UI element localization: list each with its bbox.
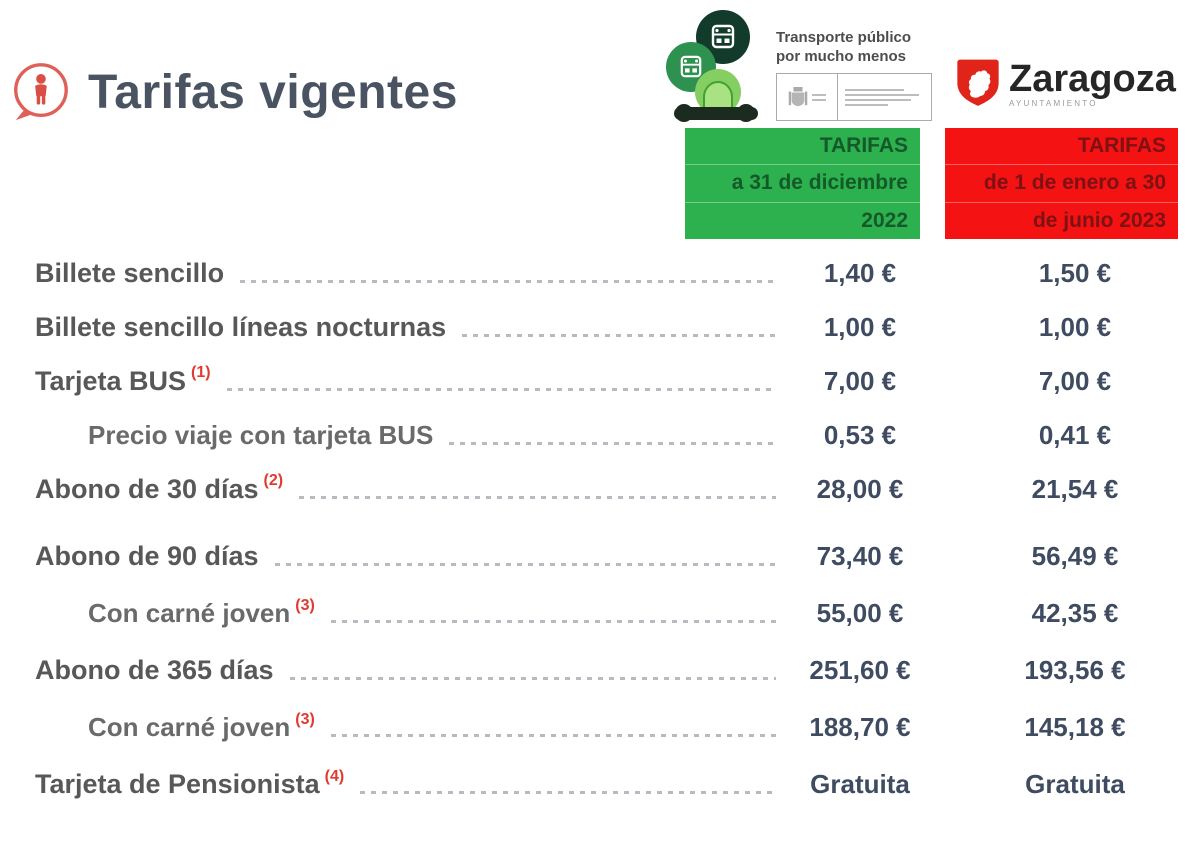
dotted-leader bbox=[449, 441, 776, 445]
campaign-slogan: Transporte público por mucho menos bbox=[776, 28, 932, 66]
price-2023: 7,00 € bbox=[1038, 365, 1112, 396]
dotted-leader bbox=[299, 495, 776, 499]
price-2022: 7,00 € bbox=[823, 365, 897, 396]
dotted-leader bbox=[330, 734, 776, 737]
price-2023: 42,35 € bbox=[1031, 598, 1119, 628]
dotted-leader bbox=[289, 677, 776, 680]
row-label: Abono de 90 días bbox=[35, 541, 259, 571]
table-row: Con carné joven (3) 55,00 € 42,35 € bbox=[35, 585, 1190, 642]
dotted-leader bbox=[360, 791, 776, 794]
price-2022: 1,40 € bbox=[823, 257, 897, 288]
row-label-cell: Billete sencillo líneas nocturnas bbox=[35, 312, 790, 343]
table-row: Abono de 90 días 73,40 € 56,49 € bbox=[35, 528, 1190, 585]
green-buses-icon bbox=[666, 10, 758, 122]
row-label-cell: Tarjeta BUS (1) bbox=[35, 364, 790, 397]
column-header-line: de 1 de enero a 30 bbox=[945, 164, 1178, 201]
footnote-marker: (2) bbox=[263, 472, 284, 489]
price-2022: 55,00 € bbox=[816, 598, 904, 628]
price-2023: 1,50 € bbox=[1038, 257, 1112, 288]
dotted-leader bbox=[226, 387, 776, 391]
city-name: Zaragoza bbox=[1009, 58, 1176, 100]
zaragoza-logo: Zaragoza AYUNTAMIENTO bbox=[956, 58, 1176, 108]
row-label-cell: Abono de 90 días bbox=[35, 541, 790, 572]
table-row: Tarjeta de Pensionista (4) Gratuita Grat… bbox=[35, 756, 1190, 813]
speech-bubble-person-icon bbox=[14, 63, 68, 121]
row-label-cell: Abono de 30 días (2) bbox=[35, 472, 790, 505]
price-2023: 145,18 € bbox=[1024, 712, 1126, 742]
fares-table: Billete sencillo 1,40 € 1,50 € Billete s… bbox=[35, 246, 1190, 813]
dotted-leader bbox=[240, 279, 776, 283]
government-logo-box bbox=[776, 73, 932, 121]
row-label: Tarjeta BUS bbox=[35, 365, 187, 396]
row-label: Billete sencillo bbox=[35, 257, 225, 288]
price-2023: 193,56 € bbox=[1024, 655, 1126, 685]
footnote-marker: (3) bbox=[295, 596, 315, 614]
dotted-leader bbox=[274, 563, 776, 566]
zaragoza-text-block: Zaragoza AYUNTAMIENTO bbox=[1009, 58, 1176, 108]
spain-coat-of-arms-icon bbox=[788, 87, 808, 107]
price-2022: Gratuita bbox=[810, 769, 910, 799]
price-2023: 0,41 € bbox=[1038, 419, 1112, 450]
dotted-leader bbox=[462, 333, 776, 337]
row-label-cell: Precio viaje con tarjeta BUS bbox=[35, 420, 790, 451]
page-title-block: Tarifas vigentes bbox=[8, 60, 458, 124]
row-label-cell: Con carné joven (3) bbox=[35, 710, 790, 743]
government-text-placeholder bbox=[812, 93, 826, 101]
price-2023: Gratuita bbox=[1025, 769, 1125, 799]
row-label-cell: Billete sencillo bbox=[35, 258, 790, 289]
page-title: Tarifas vigentes bbox=[88, 65, 458, 119]
row-label: Con carné joven bbox=[88, 598, 291, 628]
table-row: Tarjeta BUS (1) 7,00 € 7,00 € bbox=[35, 354, 1190, 408]
price-2022: 0,53 € bbox=[823, 419, 897, 450]
footnote-marker: (1) bbox=[191, 364, 211, 381]
price-2022: 251,60 € bbox=[809, 655, 911, 685]
column-header-line: a 31 de diciembre bbox=[685, 164, 920, 201]
row-label: Abono de 365 días bbox=[35, 655, 274, 685]
row-label: Billete sencillo líneas nocturnas bbox=[35, 311, 447, 342]
footnote-marker: (4) bbox=[324, 767, 345, 785]
price-2022: 188,70 € bbox=[809, 712, 911, 742]
price-2022: 1,00 € bbox=[823, 311, 897, 342]
campaign-logo: Transporte público por mucho menos bbox=[666, 8, 932, 124]
table-row: Billete sencillo líneas nocturnas 1,00 €… bbox=[35, 300, 1190, 354]
column-header-line: TARIFAS bbox=[1077, 134, 1166, 158]
price-2023: 1,00 € bbox=[1038, 311, 1112, 342]
column-header-2022: TARIFAS a 31 de diciembre 2022 bbox=[685, 128, 920, 239]
row-label-cell: Con carné joven (3) bbox=[35, 596, 790, 629]
city-subtitle: AYUNTAMIENTO bbox=[1009, 99, 1098, 108]
table-row: Abono de 30 días (2) 28,00 € 21,54 € bbox=[35, 462, 1190, 516]
table-row: Precio viaje con tarjeta BUS 0,53 € 0,41… bbox=[35, 408, 1190, 462]
price-2022: 28,00 € bbox=[816, 473, 904, 504]
table-row: Abono de 365 días 251,60 € 193,56 € bbox=[35, 642, 1190, 699]
row-label: Con carné joven bbox=[88, 712, 291, 742]
price-2022: 73,40 € bbox=[816, 541, 904, 571]
campaign-text-block: Transporte público por mucho menos bbox=[776, 8, 932, 124]
dotted-leader bbox=[330, 620, 776, 623]
column-header-line: TARIFAS bbox=[819, 134, 908, 158]
column-header-line: de junio 2023 bbox=[945, 201, 1178, 239]
row-label-cell: Tarjeta de Pensionista (4) bbox=[35, 767, 790, 800]
government-emblem-cell bbox=[777, 74, 838, 120]
table-row: Billete sencillo 1,40 € 1,50 € bbox=[35, 246, 1190, 300]
row-label: Precio viaje con tarjeta BUS bbox=[88, 419, 434, 450]
campaign-slogan-line1: Transporte público bbox=[776, 29, 912, 46]
ministry-text-placeholder bbox=[838, 74, 931, 120]
column-header-2023: TARIFAS de 1 de enero a 30 de junio 2023 bbox=[945, 128, 1178, 239]
footnote-marker: (3) bbox=[295, 710, 315, 728]
row-label: Tarjeta de Pensionista bbox=[35, 769, 320, 799]
campaign-slogan-line2: por mucho menos bbox=[776, 48, 907, 65]
column-header-line: 2022 bbox=[685, 201, 920, 239]
zaragoza-shield-icon bbox=[957, 59, 999, 106]
price-2023: 21,54 € bbox=[1031, 473, 1119, 504]
table-row: Con carné joven (3) 188,70 € 145,18 € bbox=[35, 699, 1190, 756]
row-label: Abono de 30 días bbox=[35, 473, 259, 504]
row-label-cell: Abono de 365 días bbox=[35, 655, 790, 686]
price-2023: 56,49 € bbox=[1031, 541, 1119, 571]
